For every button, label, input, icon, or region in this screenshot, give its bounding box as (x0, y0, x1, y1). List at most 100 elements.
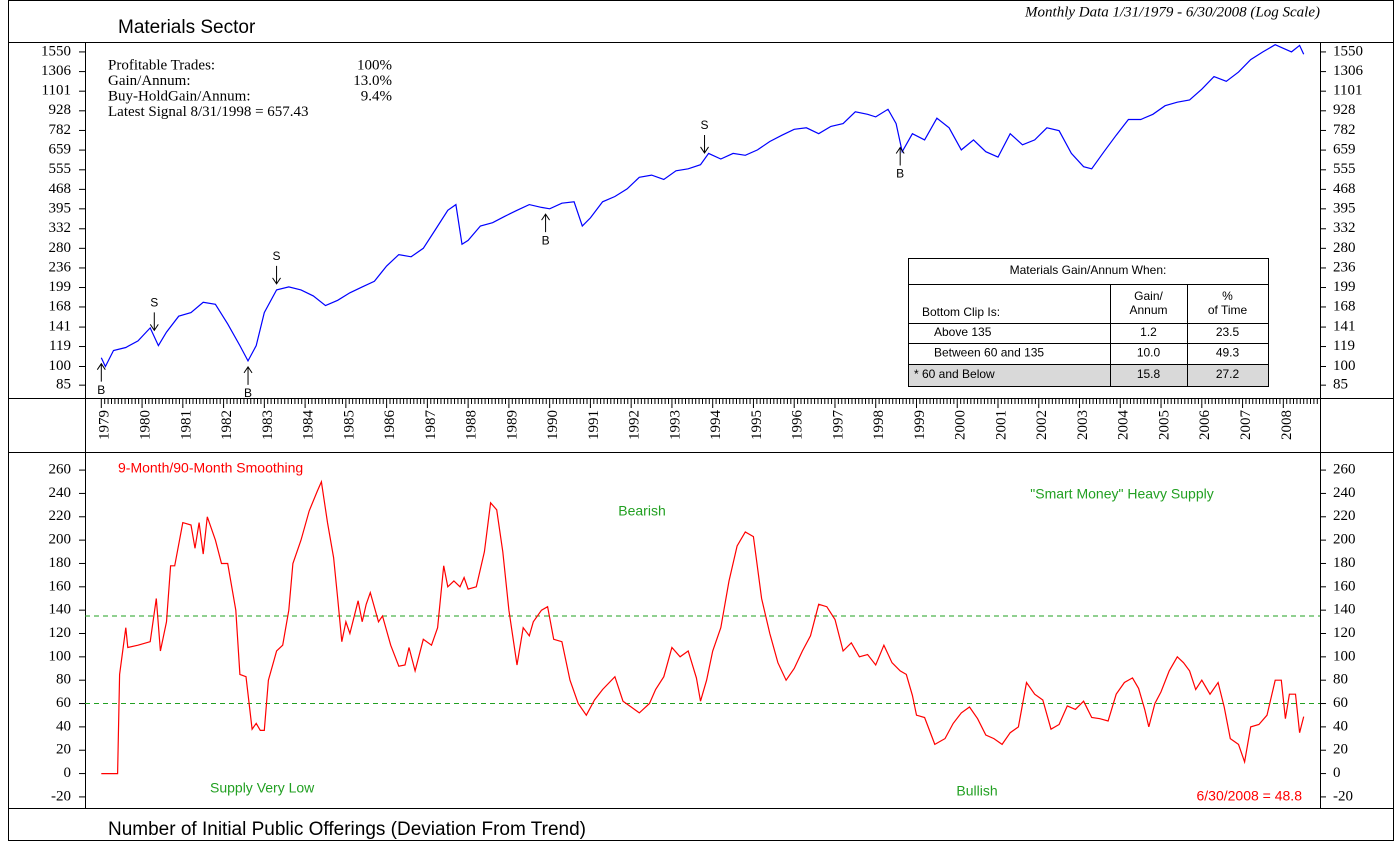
y-tick-label: 1306 (1333, 63, 1364, 79)
chart-title: Number of Initial Public Offerings (Devi… (108, 819, 586, 840)
table-header: of Time (1208, 303, 1248, 317)
y-tick-label: 280 (49, 240, 72, 256)
y-tick-label: 60 (1333, 695, 1348, 711)
x-tick-label: 1997 (830, 410, 846, 441)
annotation: 6/30/2008 = 48.8 (1197, 788, 1303, 804)
signal-arrow (272, 265, 281, 285)
x-tick-label: 2002 (1034, 410, 1050, 440)
y-tick-label: 260 (49, 462, 72, 478)
table-header: Bottom Clip Is: (922, 305, 1000, 319)
y-tick-label: 240 (49, 485, 72, 501)
table-cell: * 60 and Below (914, 367, 995, 381)
x-tick-label: 2003 (1075, 410, 1091, 440)
y-tick-label: 160 (49, 578, 72, 594)
table-cell: 49.3 (1216, 346, 1240, 360)
y-tick-label: 0 (1333, 765, 1341, 781)
y-tick-label: 40 (56, 718, 71, 734)
table-cell: 15.8 (1137, 367, 1161, 381)
x-tick-label: 1996 (790, 410, 806, 441)
y-tick-label: 0 (64, 765, 72, 781)
stat-label: Gain/Annum: (108, 73, 191, 89)
x-tick-label: 2001 (993, 410, 1009, 440)
table-cell: 27.2 (1216, 367, 1240, 381)
y-tick-label: 60 (56, 695, 71, 711)
x-tick-label: 2005 (1156, 410, 1172, 440)
y-tick-label: 199 (1333, 279, 1356, 295)
y-tick-label: 141 (1333, 319, 1356, 335)
stat-label: Profitable Trades: (108, 57, 215, 73)
y-tick-label: 119 (49, 338, 71, 354)
signal-label: B (896, 167, 904, 181)
y-tick-label: 1306 (41, 63, 72, 79)
stat-value: 9.4% (361, 88, 392, 104)
y-tick-label: 332 (49, 220, 72, 236)
y-tick-label: 236 (49, 259, 72, 275)
table-cell: Above 135 (934, 325, 992, 339)
x-tick-label: 1981 (178, 410, 194, 440)
chart-title: Materials Sector (118, 17, 256, 38)
signal-label: S (273, 249, 281, 263)
y-tick-label: -20 (51, 788, 71, 804)
y-tick-label: 141 (49, 319, 72, 335)
data-line (100, 44, 1305, 368)
annotation: Supply Very Low (210, 780, 315, 796)
y-tick-label: 468 (1333, 181, 1356, 197)
x-tick-label: 1979 (97, 410, 113, 440)
signal-label: B (542, 233, 550, 247)
signal-label: S (150, 296, 158, 310)
y-tick-label: 928 (1333, 102, 1356, 118)
stat-value: 100% (357, 57, 392, 73)
y-tick-label: 280 (1333, 240, 1356, 256)
signal-arrow (541, 213, 550, 233)
y-tick-label: 928 (49, 102, 72, 118)
x-tick-label: 2008 (1279, 410, 1295, 440)
y-tick-label: 140 (49, 602, 72, 618)
x-tick-label: 1988 (464, 410, 480, 440)
y-tick-label: 1550 (41, 43, 71, 59)
y-tick-label: -20 (1333, 788, 1353, 804)
y-tick-label: 782 (49, 122, 72, 138)
table-cell: 1.2 (1140, 325, 1157, 339)
signal-arrow (149, 312, 159, 332)
y-tick-label: 119 (1333, 338, 1355, 354)
y-tick-label: 20 (56, 742, 71, 758)
y-tick-label: 659 (49, 142, 72, 158)
annotation: Bullish (956, 783, 997, 799)
y-tick-label: 1550 (1333, 43, 1363, 59)
y-tick-label: 555 (1333, 161, 1356, 177)
annotation: "Smart Money" Heavy Supply (1030, 486, 1213, 502)
y-tick-label: 100 (1333, 648, 1356, 664)
y-tick-label: 220 (49, 508, 72, 524)
x-tick-label: 1984 (301, 410, 317, 441)
x-tick-label: 1989 (504, 410, 520, 440)
x-tick-label: 2007 (1238, 410, 1254, 441)
y-tick-label: 168 (1333, 298, 1356, 314)
x-tick-label: 2006 (1197, 410, 1213, 441)
y-tick-label: 659 (1333, 142, 1356, 158)
y-tick-label: 782 (1333, 122, 1356, 138)
x-tick-label: 2004 (1116, 410, 1132, 441)
table-highlight (908, 364, 1268, 386)
x-tick-label: 1990 (545, 410, 561, 440)
y-tick-label: 555 (49, 161, 72, 177)
y-tick-label: 236 (1333, 259, 1356, 275)
chart-subtitle: Monthly Data 1/31/1979 - 6/30/2008 (Log … (1024, 4, 1320, 20)
y-tick-label: 395 (49, 200, 72, 216)
signal-arrow (96, 362, 106, 382)
table-frame (908, 258, 1269, 387)
y-tick-label: 20 (1333, 742, 1348, 758)
signal-label: B (244, 386, 252, 400)
y-tick-label: 80 (1333, 672, 1348, 688)
table-title: Materials Gain/Annum When: (1010, 263, 1167, 277)
y-tick-label: 240 (1333, 485, 1356, 501)
stat-value: 13.0% (353, 73, 392, 89)
x-tick-label: 1991 (586, 410, 602, 440)
x-tick-label: 1995 (749, 410, 765, 440)
y-tick-label: 1101 (42, 83, 71, 99)
y-tick-label: 180 (1333, 555, 1356, 571)
y-tick-label: 100 (49, 358, 72, 374)
table-cell: 10.0 (1137, 346, 1161, 360)
y-tick-label: 100 (49, 648, 72, 664)
